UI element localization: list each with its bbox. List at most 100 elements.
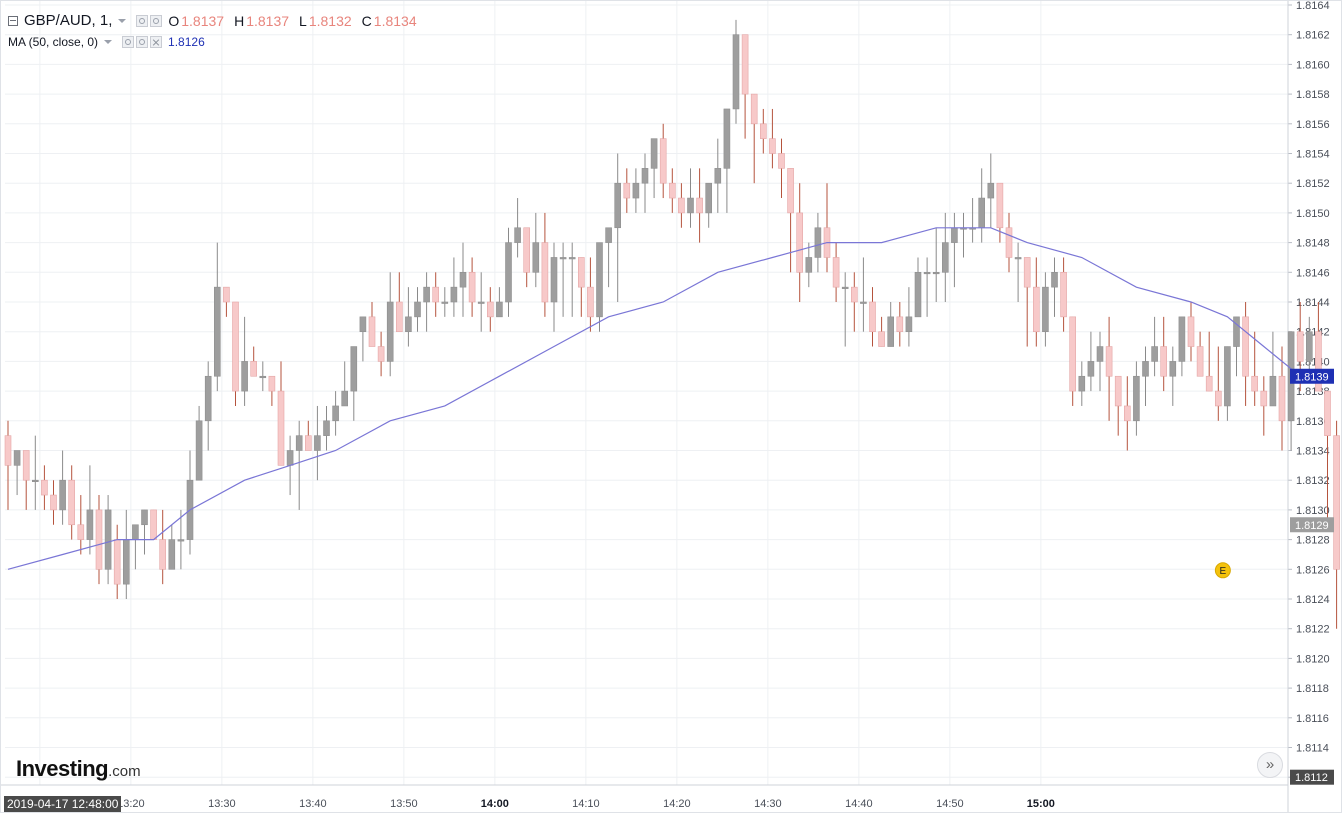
candle [22, 450, 30, 510]
candle [1087, 331, 1095, 392]
eye-icon[interactable] [136, 14, 149, 27]
candle-body [1278, 375, 1286, 422]
candle-body [1069, 316, 1076, 392]
low-label: L [299, 12, 307, 29]
candle-body [1324, 390, 1331, 436]
x-tick-label: 13:40 [299, 798, 327, 810]
candle [778, 138, 785, 199]
candle-body [432, 286, 440, 303]
y-tick-label: 1.8150 [1296, 208, 1330, 220]
y-tick-label: 1.8164 [1296, 0, 1330, 12]
candle-body [923, 271, 931, 275]
candle [1078, 361, 1086, 406]
candle-body [1151, 346, 1158, 362]
candle [505, 227, 512, 317]
candle-body [550, 257, 558, 303]
candle-body [769, 138, 776, 154]
candle-body [77, 524, 85, 540]
candle [104, 495, 112, 585]
candle-body [50, 494, 57, 511]
eye-icon[interactable] [122, 36, 135, 48]
candle [405, 287, 412, 347]
candle-body [22, 450, 30, 481]
candle [541, 212, 549, 317]
candle-body [814, 227, 822, 258]
candle [268, 375, 276, 406]
candle-body [1051, 271, 1058, 288]
bottom-price-badge-bg [1290, 769, 1334, 785]
candle [414, 287, 421, 332]
ma-value: 1.8126 [168, 35, 205, 49]
candle [1005, 212, 1013, 273]
candle-body [750, 93, 758, 125]
candle-body [486, 301, 494, 318]
candle [241, 316, 248, 406]
candle [1051, 257, 1058, 317]
candle [4, 420, 12, 510]
chevron-down-icon[interactable] [104, 40, 113, 44]
candle [141, 509, 148, 555]
candle [1069, 316, 1076, 406]
candle-body [31, 479, 39, 483]
open-value: 1.8137 [181, 12, 225, 29]
candle-body [232, 301, 239, 392]
candle-body [1096, 346, 1104, 362]
fast-forward-icon[interactable]: » [1257, 752, 1283, 778]
symbol-label[interactable]: GBP/AUD, 1, [24, 12, 113, 29]
candle [1014, 242, 1022, 302]
candle [1133, 361, 1140, 436]
x-tick-label: 13:30 [208, 798, 236, 810]
candle-body [1187, 316, 1195, 347]
candle-body [405, 316, 412, 333]
candle-body [113, 539, 121, 585]
hide-legend-icon[interactable] [8, 15, 18, 26]
candle-body [286, 450, 294, 466]
candle [896, 302, 904, 347]
candle-body [587, 286, 594, 318]
x-tick-label: 15:00 [1027, 798, 1055, 810]
settings-icon[interactable] [150, 14, 163, 27]
candle [687, 168, 694, 228]
candle [887, 302, 895, 347]
candle-body [696, 197, 703, 214]
candle [814, 212, 822, 273]
candle-body [541, 242, 549, 303]
candle [1233, 316, 1240, 377]
candle-body [195, 420, 203, 481]
chevron-down-icon[interactable] [118, 18, 127, 23]
candle [1306, 316, 1313, 377]
event-marker: E [1214, 562, 1231, 579]
candle [1187, 302, 1195, 362]
candle-body [4, 435, 12, 466]
candle [1114, 375, 1122, 436]
candle-body [1169, 361, 1177, 377]
candle [13, 450, 21, 496]
last-price-badge-bg [1290, 517, 1334, 533]
candle [623, 168, 631, 213]
legend-main: GBP/AUD, 1, O 1.8137 H 1.8137 L 1.8132 C… [8, 12, 417, 29]
candle [195, 405, 203, 481]
x-tick-label: 14:10 [572, 798, 600, 810]
close-icon[interactable] [150, 36, 163, 48]
candle-body [723, 108, 731, 169]
candle [532, 212, 540, 288]
legend-ma: MA (50, close, 0) 1.8126 [8, 35, 205, 49]
candle [1205, 331, 1213, 392]
candle-body [1333, 435, 1340, 570]
candle-body [632, 182, 640, 199]
candle [905, 287, 913, 347]
ma-label[interactable]: MA (50, close, 0) [8, 35, 99, 49]
y-tick-label: 1.8144 [1296, 297, 1330, 309]
y-tick-label: 1.8146 [1296, 267, 1330, 279]
candle-body [1260, 390, 1268, 407]
settings-icon[interactable] [136, 36, 149, 48]
y-tick-label: 1.8118 [1296, 683, 1329, 695]
candle-body [86, 509, 94, 540]
candle [214, 242, 221, 392]
candle [350, 346, 358, 421]
candle-body [796, 212, 804, 273]
x-tick-label: 14:50 [936, 798, 964, 810]
ma-price-badge: 1.8139 [1295, 371, 1329, 383]
